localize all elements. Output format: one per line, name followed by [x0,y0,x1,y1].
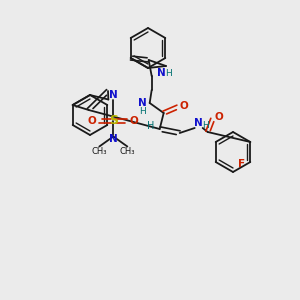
Text: H: H [139,106,146,116]
Text: CH₃: CH₃ [120,147,135,156]
Text: S: S [109,114,118,127]
Text: O: O [88,116,97,125]
Text: H: H [165,68,171,77]
Text: O: O [179,101,188,111]
Text: N: N [138,98,147,108]
Text: N: N [109,89,118,100]
Text: N: N [109,134,118,145]
Text: O: O [214,112,223,122]
Text: N: N [194,118,203,128]
Text: O: O [130,116,139,125]
Text: CH₃: CH₃ [92,147,107,156]
Text: H: H [147,121,154,131]
Text: F: F [238,159,245,169]
Text: N: N [157,68,165,78]
Text: H: H [202,121,209,130]
